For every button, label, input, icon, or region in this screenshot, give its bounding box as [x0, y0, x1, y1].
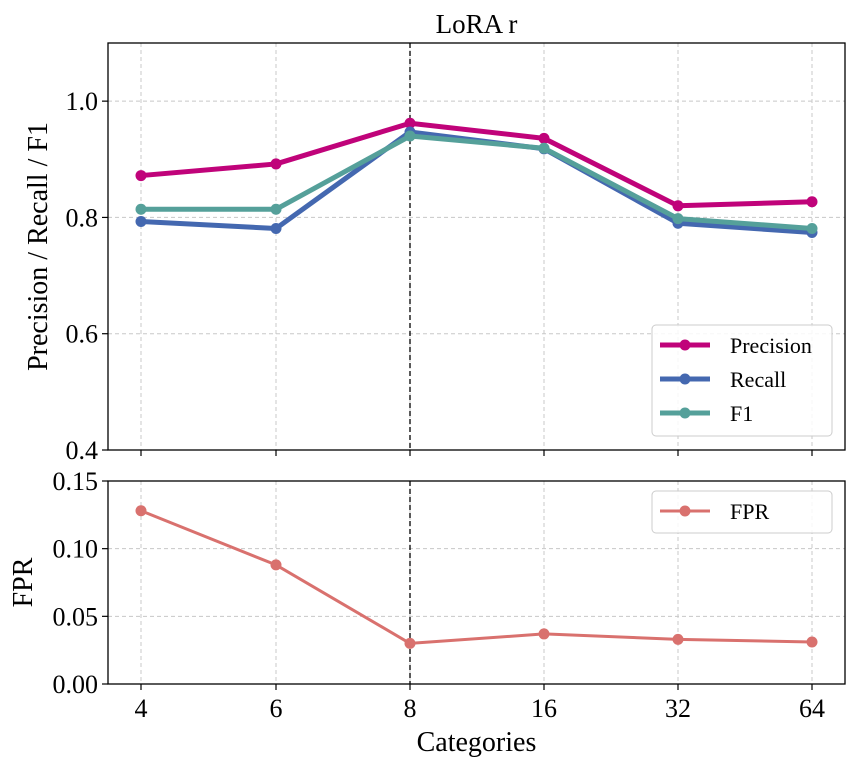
- x-tick-label: 32: [665, 694, 691, 723]
- x-tick-label: 4: [135, 694, 148, 723]
- legend: FPR: [651, 490, 833, 534]
- y-tick-label: 0.6: [66, 320, 99, 349]
- data-point-fpr: [135, 505, 147, 517]
- legend-label: F1: [730, 401, 753, 426]
- series-line-fpr: [140, 509, 813, 645]
- x-axis-label: Categories: [417, 727, 537, 758]
- legend-label: Recall: [730, 367, 786, 392]
- data-point-precision: [806, 196, 818, 208]
- y-tick-label: 0.4: [66, 436, 99, 465]
- data-point-precision: [135, 170, 147, 182]
- data-point-precision: [672, 200, 684, 212]
- x-tick-label: 6: [270, 694, 283, 723]
- data-point-fpr: [672, 633, 684, 645]
- y-tick-label: 0.05: [53, 602, 99, 631]
- data-point-fpr: [270, 559, 282, 571]
- legend-label: FPR: [730, 499, 769, 524]
- legend-swatch-marker: [679, 339, 691, 351]
- x-tick-label: 64: [799, 694, 825, 723]
- y-tick-label: 0.8: [66, 203, 99, 232]
- legend-swatch-marker: [679, 505, 691, 517]
- data-point-fpr: [404, 637, 416, 649]
- series-line-f1: [141, 133, 813, 231]
- y-axis-label: FPR: [8, 557, 39, 607]
- y-tick-label: 0.00: [53, 670, 99, 699]
- panel-metrics: 0.4 0.6 0.8 1.0 LoRA r Precision / Recall / F…: [23, 9, 846, 465]
- data-point-recall: [135, 215, 147, 227]
- legend-swatch-marker: [679, 407, 691, 419]
- data-point-f1: [404, 130, 416, 142]
- data-point-precision: [270, 158, 282, 170]
- chart-title: LoRA r: [436, 9, 518, 39]
- data-point-precision: [538, 132, 550, 144]
- legend: Precision Recall F1: [651, 324, 833, 437]
- data-point-recall: [270, 222, 282, 234]
- data-point-f1: [270, 203, 282, 215]
- legend-box: [651, 490, 833, 534]
- y-tick-label: 0.10: [53, 535, 99, 564]
- legend-label: Precision: [730, 333, 812, 358]
- data-point-f1: [135, 203, 147, 215]
- legend-swatch-marker: [679, 373, 691, 385]
- panel-fpr: 0.00 0.05 0.10 0.15 4 6 8 16 32 64 Categories FPR FP…: [8, 467, 846, 758]
- y-tick-label: 0.15: [53, 467, 99, 496]
- y-axis-label: Precision / Recall / F1: [23, 122, 54, 371]
- legend-box: [651, 324, 833, 437]
- x-tick-label: 8: [404, 694, 417, 723]
- data-point-f1: [538, 142, 550, 154]
- plot-frame: [107, 480, 846, 685]
- data-point-fpr: [538, 628, 550, 640]
- plot-frame: [107, 42, 846, 451]
- series-line-precision: [140, 120, 813, 209]
- data-point-fpr: [806, 636, 818, 648]
- data-point-f1: [806, 222, 818, 234]
- x-tick-label: 16: [531, 694, 557, 723]
- data-point-precision: [404, 117, 416, 129]
- data-point-f1: [672, 213, 684, 225]
- y-tick-label: 1.0: [66, 87, 99, 116]
